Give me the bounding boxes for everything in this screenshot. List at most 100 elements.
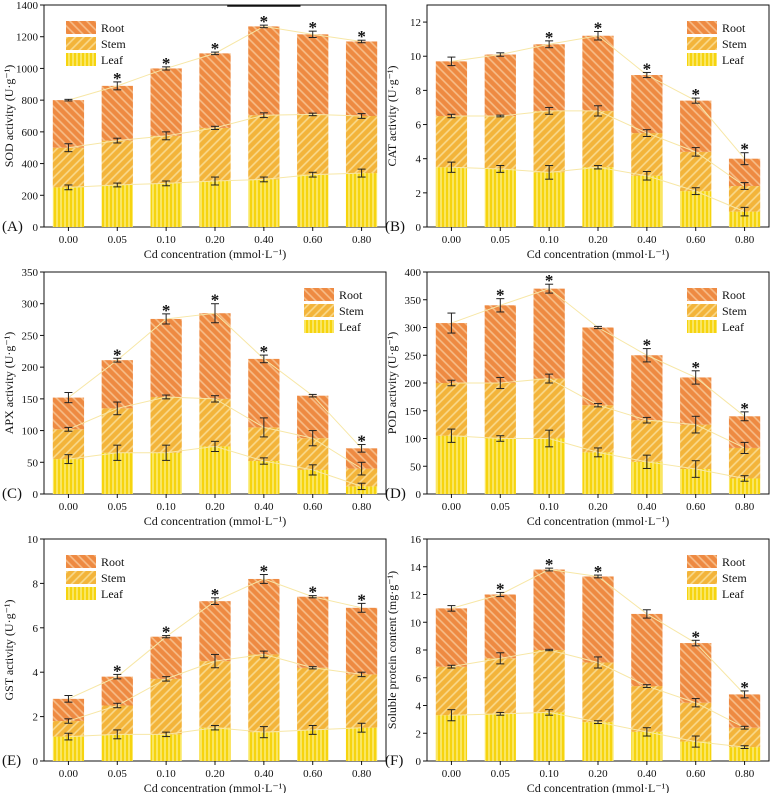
bar-root	[345, 607, 378, 675]
significance-mark: *	[211, 39, 220, 58]
bar-root	[199, 601, 231, 662]
x-tick-label: 0.80	[352, 768, 372, 780]
bar-root	[199, 313, 231, 399]
y-tick-label: 200	[405, 378, 422, 390]
bar-stem	[582, 405, 614, 453]
y-tick-label: 6	[33, 623, 39, 635]
bar-stem	[631, 686, 663, 732]
panel-label: (F)	[385, 753, 403, 769]
bar-leaf	[533, 172, 565, 227]
x-tick-label: 0.40	[637, 234, 657, 246]
bar-leaf	[728, 211, 761, 227]
significance-mark: *	[594, 18, 603, 37]
y-tick-label: 600	[22, 127, 39, 139]
legend-label-leaf: Leaf	[722, 320, 744, 334]
bar-stem	[345, 674, 378, 728]
y-axis-label: GST activity (U·g⁻¹)	[2, 599, 16, 700]
legend-swatch-leaf	[66, 53, 96, 66]
legend-swatch-root	[66, 555, 96, 568]
x-axis-label: Cd concentration (mmol·L⁻¹)	[527, 247, 670, 261]
x-tick-label: 0.10	[157, 234, 177, 246]
bar-stem	[248, 654, 280, 733]
chart-panel-1: 0 200 400 600 800 1000 1200 1400 * * * * * * 0.00 0.05 0…	[2, 0, 387, 261]
bar-stem	[150, 396, 182, 453]
legend-swatch-leaf	[687, 53, 717, 66]
significance-mark: *	[162, 301, 171, 320]
x-tick-label: 0.80	[735, 234, 755, 246]
bar-stem	[248, 115, 280, 180]
significance-mark: *	[308, 583, 317, 602]
bar-leaf	[150, 183, 182, 227]
x-tick-label: 0.60	[686, 234, 706, 246]
bar-leaf	[52, 459, 85, 494]
bar-leaf	[680, 191, 712, 227]
chart-panel-3: 0 50 100 150 200 250 300 350 * * * * * 0.00 0.05 0.10 0.…	[2, 267, 387, 528]
x-tick-label: 0.40	[637, 501, 657, 513]
significance-mark: *	[691, 85, 700, 104]
y-tick-label: 10	[27, 534, 39, 546]
significance-mark: *	[594, 562, 603, 581]
bar-root	[297, 34, 329, 115]
significance-mark: *	[643, 59, 652, 78]
legend-label-leaf: Leaf	[101, 587, 123, 601]
x-axis-label: Cd concentration (mmol·L⁻¹)	[144, 514, 287, 528]
bar-root	[101, 85, 133, 141]
chart-legend: Root Stem Leaf	[66, 21, 126, 67]
x-tick-label: 0.10	[157, 768, 177, 780]
x-tick-label: 0.00	[59, 768, 79, 780]
bar-leaf	[582, 722, 614, 761]
bar-root	[484, 305, 516, 383]
legend-label-root: Root	[722, 288, 746, 302]
x-tick-label: 0.80	[352, 501, 372, 513]
y-tick-label: 400	[405, 267, 422, 279]
x-tick-label: 0.10	[540, 501, 560, 513]
bar-leaf	[297, 174, 329, 227]
legend-label-leaf: Leaf	[101, 53, 123, 67]
x-tick-label: 0.20	[588, 234, 608, 246]
legend-swatch-stem	[304, 304, 334, 317]
bar-root	[680, 100, 712, 152]
x-tick-label: 0.05	[491, 234, 511, 246]
y-axis-label: CAT activity (U·g⁻¹)	[385, 65, 399, 166]
bar-stem	[435, 666, 468, 716]
bar-leaf	[52, 736, 85, 761]
bar-stem	[52, 429, 85, 460]
bar-leaf	[199, 446, 231, 494]
bar-leaf	[533, 712, 565, 761]
x-tick-label: 0.40	[254, 234, 274, 246]
bar-stem	[680, 151, 712, 192]
x-tick-label: 0.05	[108, 768, 128, 780]
bar-root	[435, 61, 468, 116]
significance-mark: *	[545, 555, 554, 574]
bar-root	[680, 643, 712, 703]
x-tick-label: 0.40	[637, 768, 657, 780]
legend-label-stem: Stem	[101, 37, 126, 51]
x-tick-label: 0.00	[442, 768, 462, 780]
bar-root	[52, 100, 85, 148]
legend-label-root: Root	[101, 555, 125, 569]
panel-label: (E)	[2, 753, 21, 769]
bar-stem	[484, 383, 516, 439]
panel-label: (A)	[2, 219, 23, 235]
y-tick-label: 8	[416, 85, 422, 97]
y-tick-label: 1000	[16, 63, 39, 75]
bar-leaf	[345, 486, 378, 494]
bar-stem	[52, 147, 85, 188]
bar-root	[101, 360, 133, 409]
x-tick-label: 0.60	[303, 501, 323, 513]
legend-label-stem: Stem	[722, 37, 747, 51]
bar-root	[345, 41, 378, 116]
bar-root	[631, 75, 663, 134]
bar-leaf	[345, 173, 378, 227]
legend-swatch-stem	[687, 571, 717, 584]
bar-root	[101, 676, 133, 706]
significance-mark: *	[740, 140, 749, 159]
x-axis-label: Cd concentration (mmol·L⁻¹)	[144, 247, 287, 261]
bar-stem	[728, 727, 761, 748]
x-tick-label: 0.00	[59, 501, 79, 513]
x-tick-label: 0.20	[588, 768, 608, 780]
y-tick-label: 1200	[16, 32, 39, 44]
bar-stem	[680, 702, 712, 742]
legend-label-leaf: Leaf	[339, 320, 361, 334]
